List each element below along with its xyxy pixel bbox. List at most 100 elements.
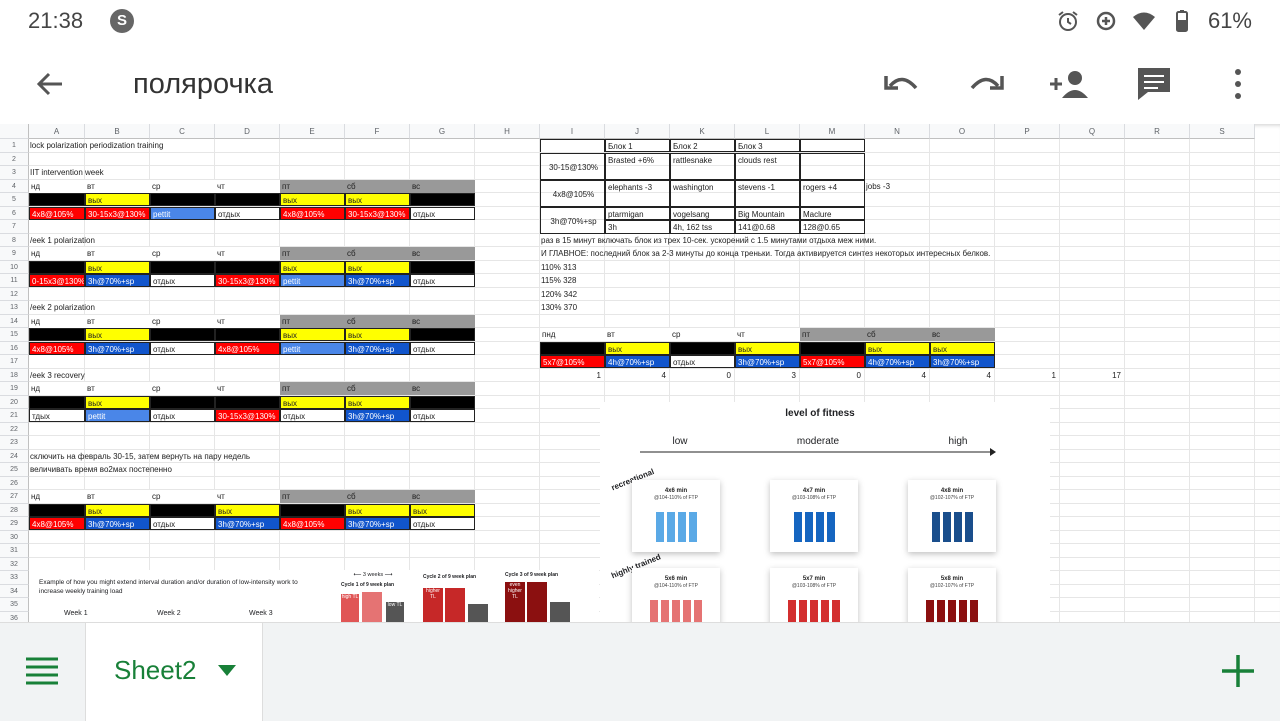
day-header-cell[interactable]: вс xyxy=(410,247,475,260)
day-header-cell[interactable]: чт xyxy=(215,490,280,503)
day-status-cell[interactable] xyxy=(29,260,85,274)
workout-cell[interactable]: 3h@70%+sp xyxy=(85,517,150,530)
day-status-cell[interactable]: вых xyxy=(410,503,475,517)
day-header-cell[interactable]: нд xyxy=(29,247,85,260)
cell-text[interactable]: величивать время во2мах постепенно xyxy=(30,465,172,474)
day-header-cell[interactable]: чт xyxy=(735,328,800,341)
cell-text[interactable]: /eek 3 recovery xyxy=(30,370,85,380)
row-header[interactable]: 14 xyxy=(0,314,29,328)
day-header-cell[interactable]: сб xyxy=(345,314,410,328)
workout-cell[interactable]: 4x8@105% xyxy=(29,341,85,355)
row-header[interactable]: 26 xyxy=(0,476,29,490)
cell-text[interactable]: 130% 370 xyxy=(541,303,578,312)
row-header[interactable]: 9 xyxy=(0,247,29,261)
workout-cell[interactable]: отдых xyxy=(410,206,475,220)
day-status-cell[interactable]: вых xyxy=(735,341,800,355)
day-header-cell[interactable]: вт xyxy=(85,179,150,193)
day-header-cell[interactable]: нд xyxy=(29,179,85,193)
workout-cell[interactable]: 3h@70%+sp xyxy=(345,517,410,530)
day-header-cell[interactable]: пт xyxy=(280,382,345,395)
cell-text[interactable]: 110% 313 xyxy=(541,262,577,272)
day-header-cell[interactable]: ср xyxy=(150,314,215,328)
workout-cell[interactable]: 30-15x3@130% xyxy=(215,274,280,287)
day-status-cell[interactable] xyxy=(410,395,475,409)
day-status-cell[interactable]: вых xyxy=(280,260,345,274)
day-status-cell[interactable] xyxy=(800,341,865,355)
cell-text[interactable]: И ГЛАВНОЕ: последний блок за 2-3 минуты … xyxy=(541,249,991,258)
row-header[interactable]: 36 xyxy=(0,611,29,622)
workout-cell[interactable]: отдых xyxy=(150,517,215,530)
row-header[interactable]: 2 xyxy=(0,152,29,166)
workout-cell[interactable]: 4x8@105% xyxy=(280,206,345,220)
row-header[interactable]: 13 xyxy=(0,301,29,315)
day-status-cell[interactable]: вых xyxy=(215,503,280,517)
row-header[interactable]: 6 xyxy=(0,206,29,220)
workout-cell[interactable]: 30-15x3@130% xyxy=(345,206,410,220)
day-status-cell[interactable] xyxy=(215,193,280,206)
workout-cell[interactable]: 3h@70%+sp xyxy=(930,355,995,368)
cell-text[interactable]: jobs -3 xyxy=(866,181,891,191)
day-header-cell[interactable]: вс xyxy=(930,328,995,341)
day-header-cell[interactable]: нд xyxy=(29,314,85,328)
day-status-cell[interactable] xyxy=(29,328,85,341)
count-cell[interactable]: 1 xyxy=(1051,370,1056,380)
back-arrow-icon[interactable] xyxy=(30,64,70,104)
undo-icon[interactable] xyxy=(880,64,924,104)
row-header[interactable]: 4 xyxy=(0,179,29,193)
day-status-cell[interactable] xyxy=(29,395,85,409)
day-status-cell[interactable] xyxy=(215,395,280,409)
day-status-cell[interactable]: вых xyxy=(345,395,410,409)
day-header-cell[interactable]: сб xyxy=(345,247,410,260)
workout-cell[interactable]: 3h@70%+sp xyxy=(85,274,150,287)
row-header[interactable]: 3 xyxy=(0,166,29,180)
day-header-cell[interactable]: вт xyxy=(605,328,670,341)
day-status-cell[interactable] xyxy=(410,260,475,274)
day-header-cell[interactable]: вт xyxy=(85,382,150,395)
day-header-cell[interactable]: сб xyxy=(345,179,410,193)
block-cell[interactable]: Big Mountain xyxy=(735,206,800,220)
row-header[interactable]: 18 xyxy=(0,368,29,382)
column-header[interactable]: M xyxy=(800,124,865,139)
block-cell[interactable]: elephants -3 xyxy=(605,179,670,207)
day-status-cell[interactable]: вых xyxy=(85,193,150,206)
day-status-cell[interactable] xyxy=(410,193,475,206)
block-cell[interactable]: clouds rest xyxy=(735,152,800,180)
select-all-corner[interactable] xyxy=(0,124,29,139)
workout-cell[interactable]: отдых xyxy=(150,274,215,287)
day-header-cell[interactable]: пт xyxy=(280,247,345,260)
block-cell[interactable]: rogers +4 xyxy=(800,179,865,207)
workout-cell[interactable]: 3h@70%+sp xyxy=(345,409,410,422)
cell-text[interactable]: 115% 328 xyxy=(541,276,577,285)
row-header[interactable]: 20 xyxy=(0,395,29,409)
workout-cell[interactable]: отдых xyxy=(150,341,215,355)
workout-cell[interactable]: отдых xyxy=(670,355,735,368)
workout-cell[interactable]: отдых xyxy=(280,409,345,422)
block-cell[interactable]: 4h, 162 tss xyxy=(670,220,735,234)
day-header-cell[interactable]: вс xyxy=(410,314,475,328)
day-status-cell[interactable]: вых xyxy=(85,503,150,517)
day-header-cell[interactable]: ср xyxy=(150,247,215,260)
row-header[interactable]: 22 xyxy=(0,422,29,436)
day-header-cell[interactable]: ср xyxy=(150,490,215,503)
row-header[interactable]: 35 xyxy=(0,598,29,612)
row-header[interactable]: 21 xyxy=(0,409,29,423)
day-header-cell[interactable]: сб xyxy=(865,328,930,341)
day-status-cell[interactable] xyxy=(150,503,215,517)
tab-sheet2[interactable]: Sheet2 xyxy=(85,623,263,721)
row-header[interactable]: 12 xyxy=(0,287,29,301)
day-status-cell[interactable] xyxy=(540,341,605,355)
day-header-cell[interactable]: чт xyxy=(215,314,280,328)
row-header[interactable]: 1 xyxy=(0,139,29,153)
workout-cell[interactable]: тдых xyxy=(29,409,85,422)
workout-cell[interactable]: pettit xyxy=(85,409,150,422)
day-header-cell[interactable]: чт xyxy=(215,382,280,395)
column-header[interactable]: R xyxy=(1125,124,1190,139)
block-header[interactable]: Блок 1 xyxy=(605,139,670,152)
extend-duration-image[interactable]: Example of how you might extend interval… xyxy=(29,570,599,622)
workout-cell[interactable]: отдых xyxy=(410,274,475,287)
workout-cell[interactable]: отдых xyxy=(410,517,475,530)
count-cell[interactable]: 4 xyxy=(986,370,991,380)
day-header-cell[interactable]: пт xyxy=(800,328,865,341)
sheets-list-icon[interactable] xyxy=(22,653,62,689)
day-status-cell[interactable]: вых xyxy=(345,503,410,517)
